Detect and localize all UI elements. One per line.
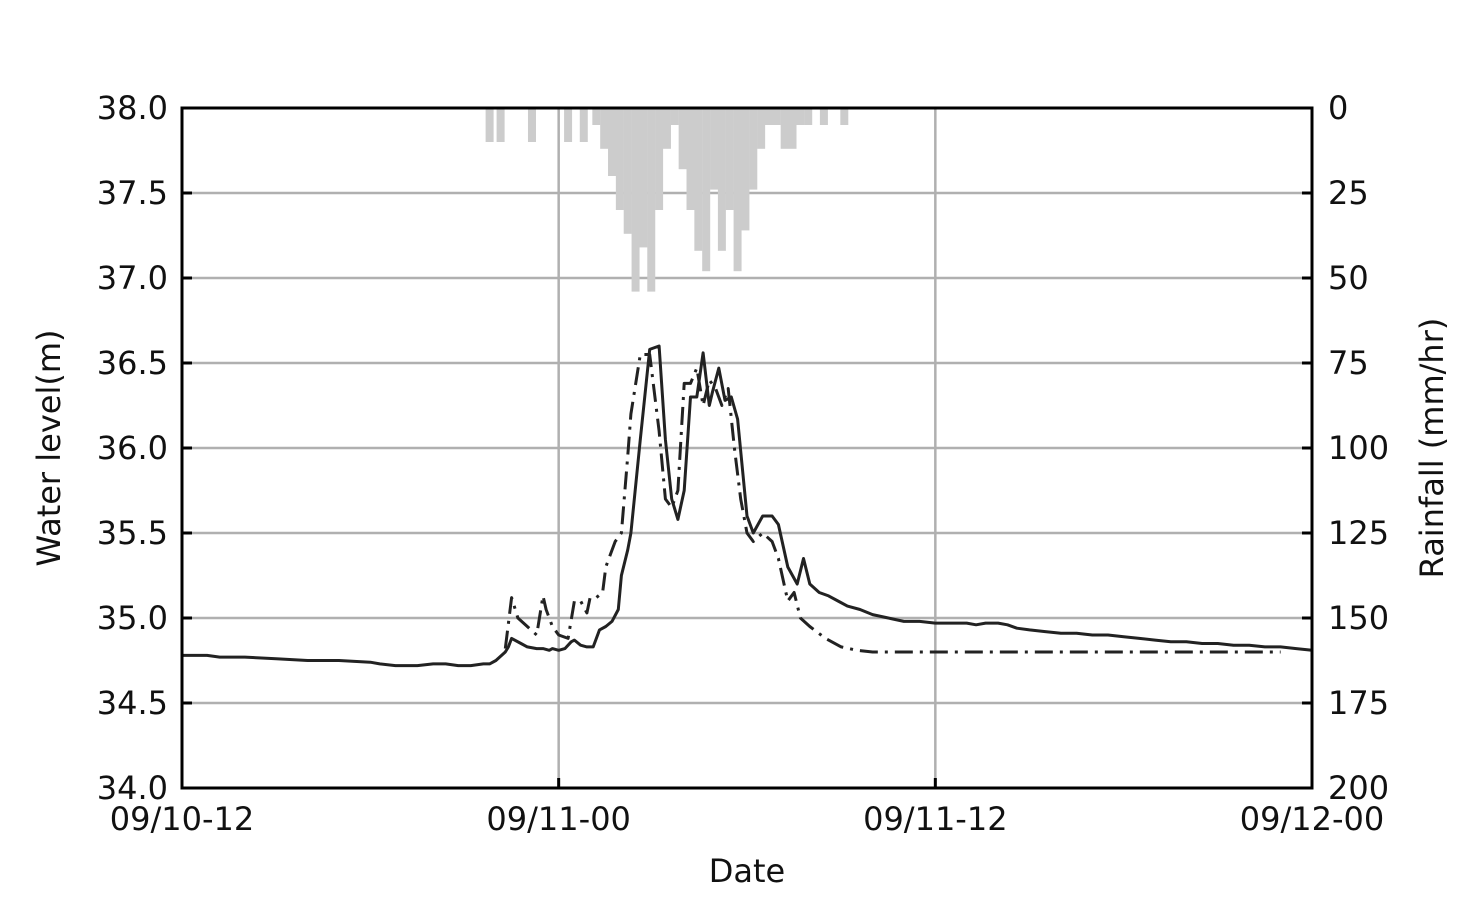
y-right-tick-label: 175 bbox=[1328, 684, 1389, 722]
rainfall-bar bbox=[772, 108, 781, 125]
y-left-tick-label: 37.0 bbox=[97, 259, 168, 297]
rainfall-bar bbox=[804, 108, 813, 125]
y-right-tick-label: 100 bbox=[1328, 429, 1389, 467]
rainfall-bar bbox=[710, 108, 719, 190]
rainfall-bar bbox=[639, 108, 648, 248]
y-right-tick-label: 75 bbox=[1328, 344, 1369, 382]
y-right-tick-label: 150 bbox=[1328, 599, 1389, 637]
y-axis-left-title: Water level(m) bbox=[30, 330, 68, 567]
rainfall-bar bbox=[757, 108, 766, 149]
rainfall-bar bbox=[840, 108, 849, 125]
y-left-tick-label: 36.0 bbox=[97, 429, 168, 467]
x-tick-label: 09/12-00 bbox=[1240, 800, 1384, 838]
rainfall-bar bbox=[788, 108, 797, 149]
rainfall-bar bbox=[527, 108, 536, 142]
rainfall-bar bbox=[564, 108, 573, 142]
y-left-tick-label: 37.5 bbox=[97, 174, 168, 212]
y-left-tick-label: 34.5 bbox=[97, 684, 168, 722]
rainfall-bar bbox=[608, 108, 617, 176]
tick-labels: 34.0 34.5 35.0 35.5 36.0 36.5 37.0 37.5 38.0 0 25 5… bbox=[97, 89, 1389, 838]
rainfall-bar bbox=[686, 108, 695, 210]
rainfall-bar bbox=[485, 108, 494, 142]
rainfall-bar bbox=[725, 108, 734, 210]
x-tick-label: 09/11-12 bbox=[863, 800, 1007, 838]
x-tick-label: 09/11-00 bbox=[486, 800, 630, 838]
rainfall-bar bbox=[749, 108, 758, 190]
rainfall-bar bbox=[496, 108, 505, 142]
rainfall-bar bbox=[655, 108, 664, 210]
rainfall-bar bbox=[600, 108, 609, 149]
rainfall-bar bbox=[670, 108, 679, 125]
rainfall-bar bbox=[623, 108, 632, 234]
rainfall-bar bbox=[579, 108, 588, 142]
rainfall-bar bbox=[733, 108, 742, 272]
rainfall-bar bbox=[678, 108, 687, 170]
y-right-tick-label: 0 bbox=[1328, 89, 1348, 127]
rainfall-bar bbox=[764, 108, 773, 125]
rainfall-bar bbox=[702, 108, 711, 272]
axis-ticks bbox=[180, 106, 1314, 790]
y-right-tick-label: 50 bbox=[1328, 259, 1369, 297]
y-left-tick-label: 35.0 bbox=[97, 599, 168, 637]
rainfall-bar bbox=[631, 108, 640, 292]
y-left-tick-label: 38.0 bbox=[97, 89, 168, 127]
y-right-tick-label: 125 bbox=[1328, 514, 1389, 552]
y-right-tick-label: 200 bbox=[1328, 769, 1389, 807]
rainfall-bar bbox=[741, 108, 750, 231]
y-left-tick-label: 36.5 bbox=[97, 344, 168, 382]
rainfall-bars bbox=[485, 108, 849, 292]
grid-lines bbox=[182, 108, 1312, 788]
x-axis-title: Date bbox=[709, 852, 785, 890]
rainfall-bar bbox=[662, 108, 671, 149]
y-left-tick-label: 35.5 bbox=[97, 514, 168, 552]
rainfall-bar bbox=[717, 108, 726, 251]
y-axis-right-title: Rainfall (mm/hr) bbox=[1413, 318, 1451, 579]
rainfall-bar bbox=[796, 108, 805, 125]
rainfall-bar bbox=[592, 108, 601, 125]
y-left-tick-label: 34.0 bbox=[97, 769, 168, 807]
simulated-water-level-line bbox=[503, 353, 1281, 654]
rainfall-bar bbox=[694, 108, 703, 251]
water-level-series bbox=[182, 344, 1313, 668]
observed-water-level-line bbox=[182, 344, 1313, 668]
y-right-tick-label: 25 bbox=[1328, 174, 1369, 212]
rainfall-bar bbox=[780, 108, 789, 149]
rainfall-bar bbox=[647, 108, 656, 292]
rainfall-bar bbox=[615, 108, 624, 210]
rainfall-bar bbox=[819, 108, 828, 125]
x-tick-label: 09/10-12 bbox=[110, 800, 254, 838]
